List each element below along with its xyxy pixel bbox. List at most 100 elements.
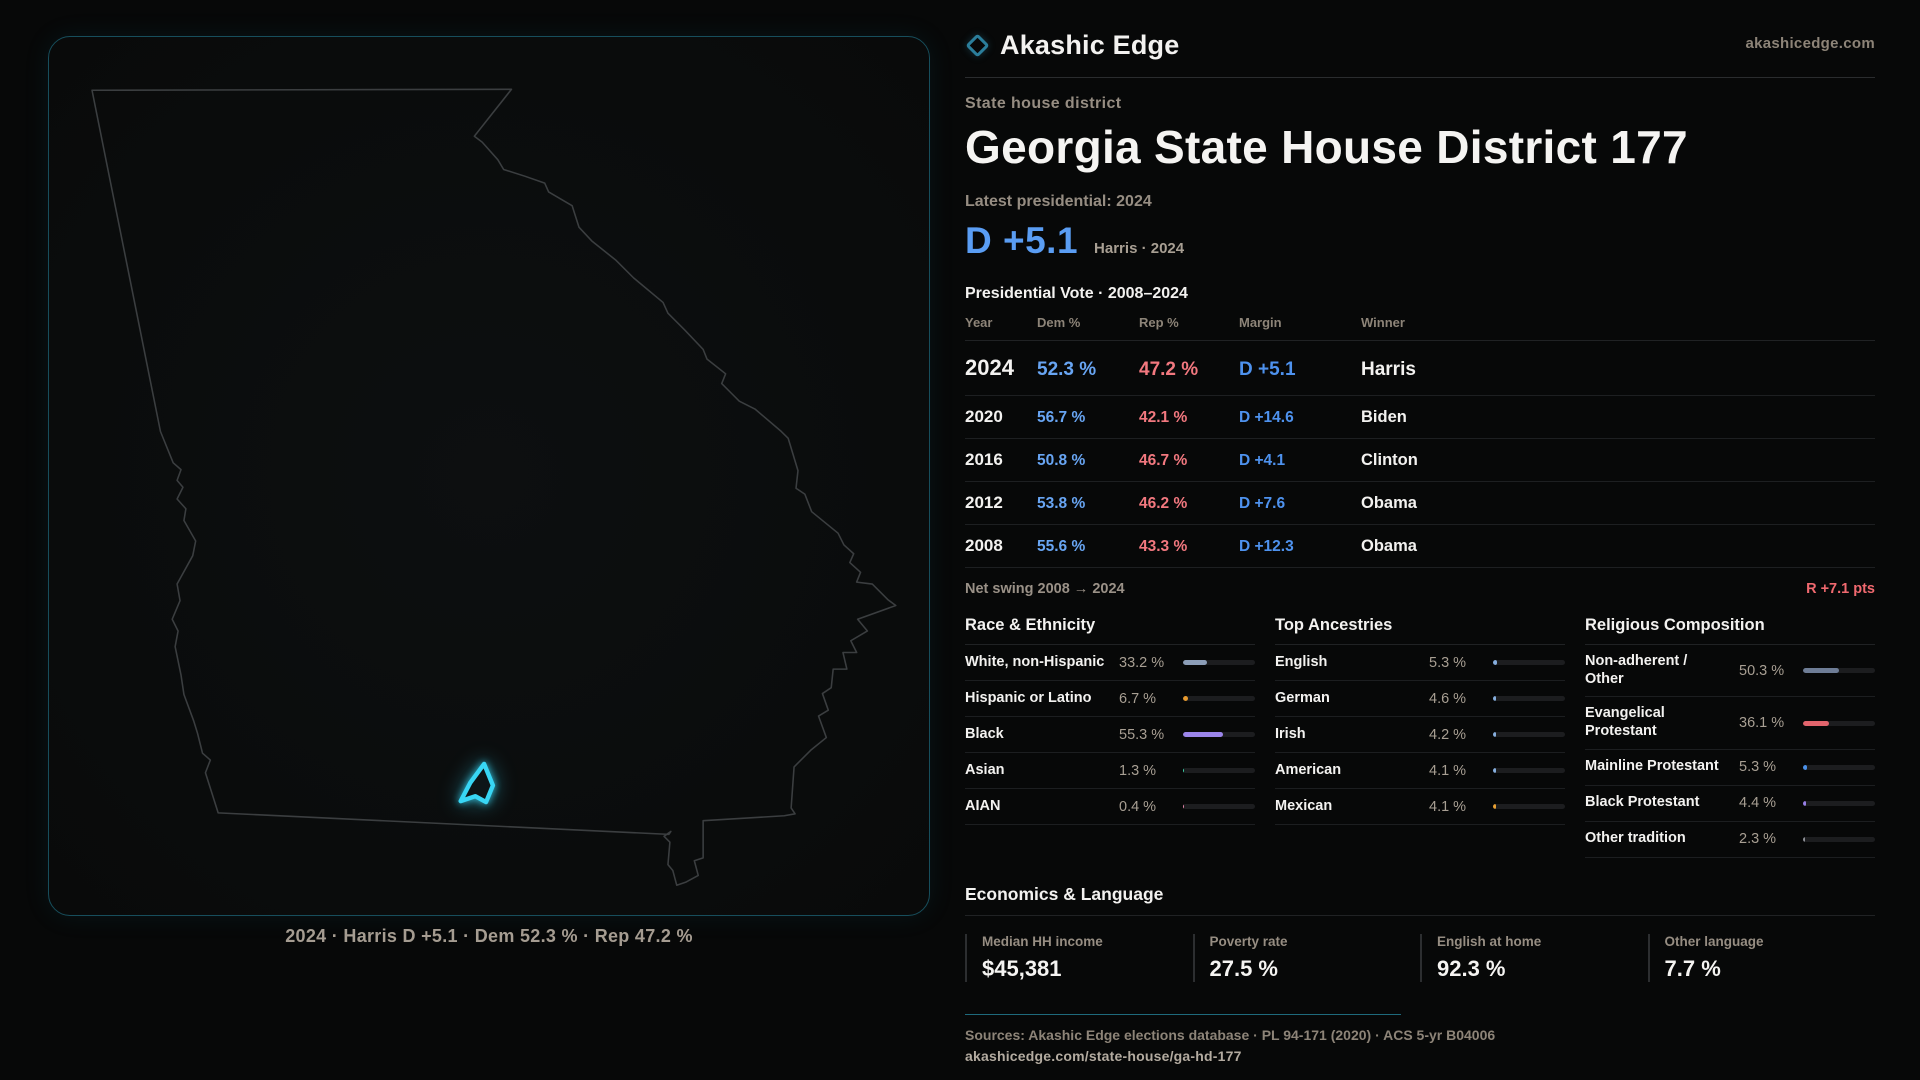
- vote-cell-y: 2008: [965, 536, 1003, 555]
- vote-cell-win: Obama: [1361, 494, 1417, 512]
- demo-row-bar-fill: [1803, 668, 1840, 674]
- demo-row-bar-track: [1183, 732, 1255, 737]
- stat-block: English at home 92.3 %: [1420, 933, 1648, 982]
- demo-row-bar-fill: [1493, 804, 1496, 809]
- stat-block: Poverty rate 27.5 %: [1192, 933, 1421, 982]
- demo-row-label: AIAN: [965, 797, 1001, 814]
- footer-teal-rule: [965, 1013, 1401, 1015]
- demo-row-value: 55.3 %: [1119, 726, 1165, 743]
- demo-row-bar-fill: [1183, 768, 1184, 773]
- demo-column-title: Race & Ethnicity: [965, 616, 1255, 645]
- demo-row-label: American: [1275, 761, 1342, 778]
- demo-row-bar-track: [1493, 768, 1565, 773]
- demo-row-bar-fill: [1493, 732, 1497, 737]
- demo-row-label: Irish: [1275, 725, 1306, 742]
- demo-row-value: 4.1 %: [1429, 798, 1467, 815]
- map-caption: 2024 · Harris D +5.1 · Dem 52.3 % · Rep …: [285, 926, 693, 946]
- demo-row-bar-track: [1803, 764, 1875, 770]
- vote-cell-rep: 47.2 %: [1139, 359, 1199, 380]
- economics-title: Economics & Language: [965, 884, 1875, 916]
- demo-row-label: German: [1275, 689, 1330, 706]
- stat-block: Median HH income $45,381: [965, 933, 1193, 982]
- latest-presidential-label: Latest presidential: 2024: [965, 193, 1152, 210]
- demo-row-bar-track: [1183, 660, 1255, 665]
- district-177-shape[interactable]: [458, 761, 496, 805]
- demo-row-value: 36.1 %: [1739, 715, 1785, 732]
- demo-row-label: Asian: [965, 761, 1005, 778]
- vote-col-header-dem: Dem %: [1037, 315, 1081, 330]
- demo-row: Non-adherent / Other 50.3 %: [1585, 645, 1875, 698]
- demo-row-bar-track: [1183, 696, 1255, 701]
- demo-row-value: 0.4 %: [1119, 798, 1157, 815]
- demo-row-bar-fill: [1803, 800, 1807, 806]
- economics-stats: Median HH income $45,381 Poverty rate 27.5 …: [965, 933, 1875, 982]
- demo-row-label: Black Protestant: [1585, 794, 1700, 811]
- brand-row: Akashic Edge akashicedge.com: [965, 26, 1875, 64]
- vote-cell-mar: D +12.3: [1239, 538, 1294, 555]
- demographics-grid: Race & Ethnicity White, non-Hispanic 33.2 …: [965, 616, 1875, 858]
- detail-panel: Akashic Edge akashicedge.com State house…: [965, 26, 1875, 1064]
- demo-row-bar-track: [1493, 804, 1565, 809]
- vote-cell-mar: D +7.6: [1239, 495, 1286, 512]
- vote-row-2020: 2020 56.7 % 42.1 % D +14.6 Biden: [965, 396, 1875, 439]
- vote-col-header-margin: Margin: [1239, 315, 1282, 330]
- vote-cell-mar: D +14.6: [1239, 409, 1294, 426]
- demo-row: Black Protestant 4.4 %: [1585, 786, 1875, 822]
- demo-row-label: Black: [965, 725, 1004, 742]
- demo-row-label: Mainline Protestant: [1585, 758, 1719, 775]
- georgia-map: [91, 88, 897, 886]
- demo-row: Asian 1.3 %: [965, 753, 1255, 789]
- stat-value: 7.7 %: [1664, 955, 1721, 981]
- demo-row-bar-fill: [1183, 732, 1223, 737]
- demo-row-bar-track: [1493, 696, 1565, 701]
- demo-row-bar-track: [1803, 720, 1875, 726]
- georgia-map-panel: [48, 36, 930, 916]
- footer: Sources: Akashic Edge elections database…: [965, 1013, 1875, 1064]
- demo-row-label: Mexican: [1275, 797, 1333, 814]
- demo-row: Black 55.3 %: [965, 717, 1255, 753]
- demo-row-bar-track: [1183, 768, 1255, 773]
- demo-row-bar-fill: [1493, 660, 1497, 665]
- demo-row-bar-track: [1803, 800, 1875, 806]
- lead-margin-value: D +5.1: [965, 220, 1079, 261]
- demo-row-bar-fill: [1493, 696, 1497, 701]
- demo-row-bar-fill: [1183, 696, 1188, 701]
- demo-row-bar-track: [1803, 668, 1875, 674]
- stat-value: $45,381: [982, 955, 1062, 981]
- demo-row-value: 33.2 %: [1119, 654, 1165, 671]
- eyebrow-label: State house district: [965, 95, 1122, 112]
- footer-url: akashicedge.com/state-house/ga-hd-177: [965, 1047, 1242, 1064]
- vote-row-2016: 2016 50.8 % 46.7 % D +4.1 Clinton: [965, 439, 1875, 482]
- sources-text: Sources: Akashic Edge elections database…: [965, 1026, 1496, 1043]
- demo-row-value: 4.4 %: [1739, 795, 1777, 812]
- demo-row-value: 5.3 %: [1739, 759, 1777, 776]
- demo-row-bar-track: [1493, 660, 1565, 665]
- vote-col-header-winner: Winner: [1361, 315, 1405, 330]
- vote-col-header-year: Year: [965, 315, 993, 330]
- demo-row: White, non-Hispanic 33.2 %: [965, 645, 1255, 681]
- vote-cell-mar: D +4.1: [1239, 452, 1286, 469]
- demo-row: Hispanic or Latino 6.7 %: [965, 681, 1255, 717]
- site-link[interactable]: akashicedge.com: [1745, 35, 1875, 52]
- demo-row-value: 5.3 %: [1429, 654, 1467, 671]
- demo-row-bar-fill: [1493, 768, 1496, 773]
- vote-cell-dem: 56.7 %: [1037, 409, 1086, 426]
- demo-row-value: 50.3 %: [1739, 662, 1785, 679]
- stat-label: Poverty rate: [1209, 933, 1288, 949]
- demo-row-label: White, non-Hispanic: [965, 653, 1105, 670]
- demo-row: Evangelical Protestant 36.1 %: [1585, 697, 1875, 750]
- page-title: Georgia State House District 177: [965, 121, 1688, 173]
- demo-column: Race & Ethnicity White, non-Hispanic 33.2 …: [965, 616, 1255, 858]
- demo-row: Mexican 4.1 %: [1275, 789, 1565, 825]
- demo-column-title: Top Ancestries: [1275, 616, 1565, 645]
- vote-table-body: 2024 52.3 % 47.2 % D +5.1 Harris 2020 56.7 % 42…: [965, 341, 1875, 568]
- vote-cell-y: 2016: [965, 450, 1003, 469]
- vote-cell-dem: 52.3 %: [1037, 359, 1097, 380]
- stat-label: English at home: [1437, 933, 1542, 949]
- brand-name: Akashic Edge: [1000, 29, 1180, 60]
- vote-cell-y: 2012: [965, 493, 1003, 512]
- diamond-logo-icon: [965, 32, 990, 58]
- demo-row-bar-fill: [1803, 720, 1829, 726]
- vote-row-2008: 2008 55.6 % 43.3 % D +12.3 Obama: [965, 525, 1875, 568]
- vote-table-title: Presidential Vote · 2008–2024: [965, 285, 1188, 302]
